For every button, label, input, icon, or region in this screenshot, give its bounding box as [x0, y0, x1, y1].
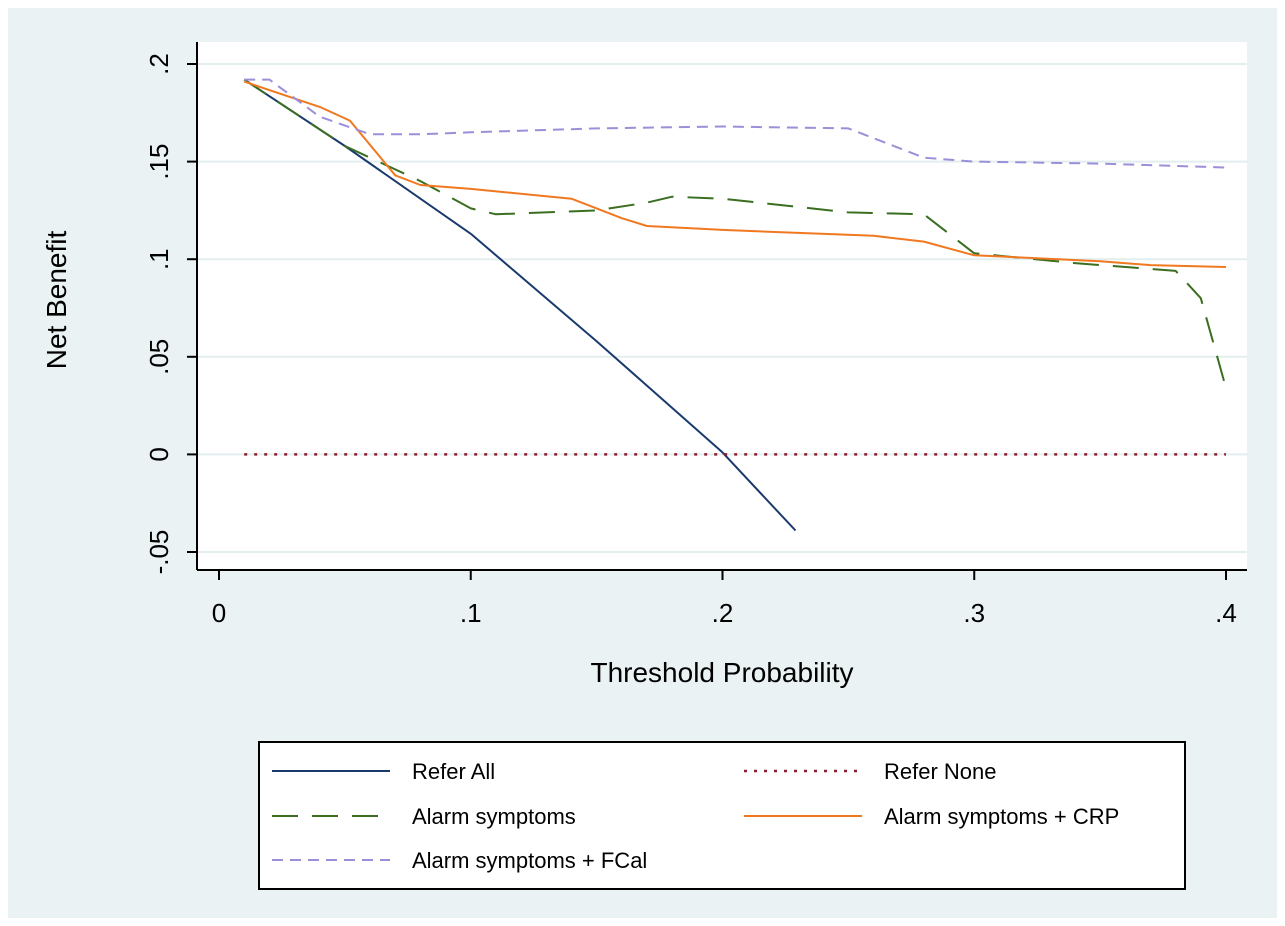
- series-lines: [243, 78, 1227, 532]
- y-tick-label: 0: [144, 447, 174, 461]
- y-tick-label: -.05: [144, 530, 174, 575]
- y-tick-label: .05: [144, 339, 174, 375]
- legend-label-alarm-symptoms-fcal: Alarm symptoms + FCal: [412, 848, 647, 873]
- series-alarm-symptoms-crp: [243, 80, 1227, 268]
- legend-box: [258, 741, 1186, 890]
- legend-label-alarm-symptoms: Alarm symptoms: [412, 804, 576, 829]
- x-tick-label: .3: [963, 598, 985, 628]
- series-alarm-symptoms: [243, 78, 1227, 389]
- series-alarm-symptoms-fcal: [244, 78, 1227, 169]
- legend-label-alarm-symptoms-crp: Alarm symptoms + CRP: [884, 804, 1119, 829]
- y-tick-label: .15: [144, 144, 174, 180]
- x-tick-label: 0: [212, 598, 226, 628]
- x-tick-label: .2: [712, 598, 734, 628]
- x-tick-label: .4: [1215, 598, 1237, 628]
- y-tick-label: .2: [144, 53, 174, 75]
- y-axis-title: Net Benefit: [41, 231, 72, 370]
- x-tick-label: .1: [460, 598, 482, 628]
- plot-area: [197, 42, 1247, 570]
- axes: -.05 0 .05 .1 .15 .2 0 .1 .2 .3 .4: [144, 42, 1247, 628]
- legend: Refer All Refer None Alarm symptoms Alarm s…: [258, 741, 1186, 890]
- x-axis-title: Threshold Probability: [590, 657, 853, 688]
- y-tick-label: .1: [144, 248, 174, 270]
- legend-label-refer-all: Refer All: [412, 759, 495, 784]
- legend-label-refer-none: Refer None: [884, 759, 997, 784]
